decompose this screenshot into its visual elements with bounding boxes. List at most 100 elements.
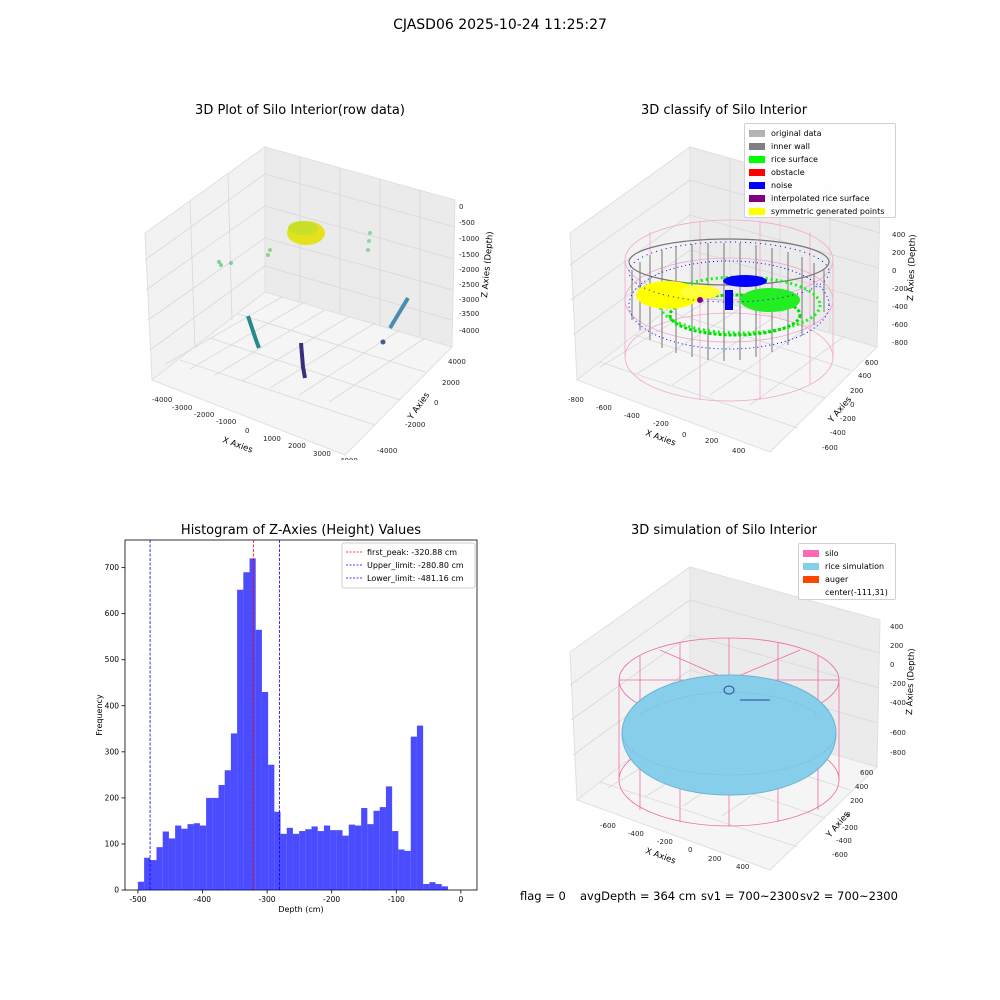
hist-bar bbox=[305, 829, 312, 890]
hist-bar bbox=[274, 811, 281, 890]
hist-bar bbox=[392, 831, 399, 890]
plot2-legend-item: rice surface bbox=[749, 153, 818, 166]
svg-text:-400: -400 bbox=[890, 699, 906, 707]
hist-ytick-label: 600 bbox=[105, 609, 120, 618]
hist-xtick-label: -500 bbox=[129, 895, 146, 904]
hist-ytick-label: 300 bbox=[105, 747, 120, 756]
hist-bar bbox=[373, 810, 380, 890]
hist-bar bbox=[410, 736, 417, 890]
figure-title: CJASD06 2025-10-24 11:25:27 bbox=[393, 17, 607, 33]
plot2-legend: original data inner wall rice surface obsta… bbox=[744, 123, 896, 218]
hist-xtick-label: -100 bbox=[388, 895, 405, 904]
hist-bar bbox=[361, 808, 368, 890]
hist-bar bbox=[268, 764, 275, 890]
plot2-legend-swatch bbox=[749, 143, 765, 150]
hist-bar bbox=[212, 797, 219, 890]
svg-text:-400: -400 bbox=[830, 429, 846, 437]
plot1-zlabel: Z Axies (Depth) bbox=[480, 231, 496, 298]
svg-text:-2000: -2000 bbox=[405, 421, 425, 429]
hist-bar bbox=[398, 849, 405, 890]
svg-text:1000: 1000 bbox=[263, 435, 281, 443]
svg-text:-200: -200 bbox=[840, 415, 856, 423]
plot2-legend-label: interpolated rice surface bbox=[771, 194, 870, 203]
plot3-legend-swatch bbox=[803, 576, 819, 583]
svg-text:4000: 4000 bbox=[448, 358, 466, 366]
plot2-3d-axes: -800 -600 -400 -200 0 200 400 -600 -400 -200 0… bbox=[568, 146, 918, 455]
svg-text:0: 0 bbox=[850, 401, 854, 409]
hist-legend-lower: Lower_limit: -481.16 cm bbox=[367, 574, 464, 583]
hist-bar bbox=[218, 785, 225, 890]
hist-bar bbox=[379, 807, 386, 890]
status-flag: flag = 0 bbox=[520, 889, 566, 903]
svg-text:0: 0 bbox=[459, 203, 463, 211]
plot2-legend-label: rice surface bbox=[771, 155, 818, 164]
hist-bar bbox=[404, 850, 411, 890]
hist-legend-upper: Upper_limit: -280.80 cm bbox=[367, 561, 464, 570]
hist-legend: first_peak: -320.88 cm Upper_limit: -280… bbox=[341, 542, 476, 589]
plot3-legend: silo rice simulation auger center(-111,31) bbox=[798, 543, 896, 600]
hist-xtick-label: -200 bbox=[323, 895, 340, 904]
hist-bar bbox=[181, 828, 188, 890]
svg-text:400: 400 bbox=[732, 447, 745, 455]
svg-text:400: 400 bbox=[890, 623, 903, 631]
plot3-legend-label: rice simulation bbox=[825, 562, 885, 571]
plot1-xlabel: X Axies bbox=[221, 435, 254, 455]
plot2-classified-points bbox=[628, 241, 830, 350]
hist-bar bbox=[323, 825, 331, 890]
svg-text:200: 200 bbox=[705, 437, 718, 445]
svg-text:-400: -400 bbox=[628, 830, 644, 838]
svg-text:-3500: -3500 bbox=[459, 310, 479, 318]
hist-bar bbox=[230, 733, 238, 890]
svg-text:400: 400 bbox=[858, 372, 871, 380]
svg-text:-400: -400 bbox=[624, 412, 640, 420]
hist-bar bbox=[162, 831, 169, 890]
hist-xtick-label: -400 bbox=[194, 895, 211, 904]
plot2-legend-item: original data bbox=[749, 127, 821, 140]
plot2-legend-item: obstacle bbox=[749, 166, 805, 179]
plot2-legend-label: inner wall bbox=[771, 142, 811, 151]
hist-bar bbox=[367, 824, 374, 890]
svg-text:-1000: -1000 bbox=[459, 235, 479, 243]
plot2-legend-swatch bbox=[749, 208, 765, 215]
hist-bar bbox=[255, 629, 262, 890]
svg-text:-2000: -2000 bbox=[459, 266, 479, 274]
svg-text:2000: 2000 bbox=[442, 379, 460, 387]
plot2-legend-swatch bbox=[749, 169, 765, 176]
svg-text:-200: -200 bbox=[892, 285, 908, 293]
hist-bar bbox=[168, 838, 176, 890]
svg-text:-600: -600 bbox=[892, 321, 908, 329]
hist-ytick-label: 400 bbox=[105, 701, 120, 710]
status-sv1: sv1 = 700~2300 bbox=[701, 889, 799, 903]
plot3-legend-item: rice simulation bbox=[803, 560, 884, 573]
plot3-legend-item: silo bbox=[803, 547, 839, 560]
svg-text:-600: -600 bbox=[832, 851, 848, 859]
svg-text:-4000: -4000 bbox=[152, 396, 172, 404]
plot2-zlabel: Z Axies (Depth) bbox=[906, 234, 918, 301]
plot2-legend-label: symmetric generated points bbox=[771, 207, 885, 216]
svg-text:0: 0 bbox=[846, 811, 850, 819]
plot2-legend-swatch bbox=[749, 195, 765, 202]
hist-bar bbox=[336, 830, 343, 890]
svg-text:-4000: -4000 bbox=[459, 327, 479, 335]
hist-bar bbox=[261, 691, 269, 890]
svg-text:0: 0 bbox=[245, 427, 249, 435]
hist-bar bbox=[441, 886, 448, 890]
hist-bar bbox=[199, 825, 207, 890]
plot3-title: 3D simulation of Silo Interior bbox=[631, 523, 817, 538]
hist-bar bbox=[416, 725, 424, 890]
svg-text:200: 200 bbox=[850, 387, 863, 395]
plot1-ylabel: Y Axies bbox=[406, 390, 433, 422]
svg-text:600: 600 bbox=[865, 359, 878, 367]
svg-text:-600: -600 bbox=[596, 404, 612, 412]
plot3-legend-swatch bbox=[803, 563, 819, 570]
status-sv2: sv2 = 700~2300 bbox=[800, 889, 898, 903]
plot2-legend-item: symmetric generated points bbox=[749, 205, 884, 218]
hist-ytick-label: 100 bbox=[105, 839, 120, 848]
hist-bar bbox=[330, 830, 337, 890]
hist-bar bbox=[193, 823, 200, 890]
hist-bar bbox=[342, 835, 349, 890]
plot1-title: 3D Plot of Silo Interior(row data) bbox=[195, 103, 405, 118]
svg-text:200: 200 bbox=[890, 642, 903, 650]
hist-bar bbox=[206, 797, 213, 890]
svg-text:-600: -600 bbox=[890, 729, 906, 737]
